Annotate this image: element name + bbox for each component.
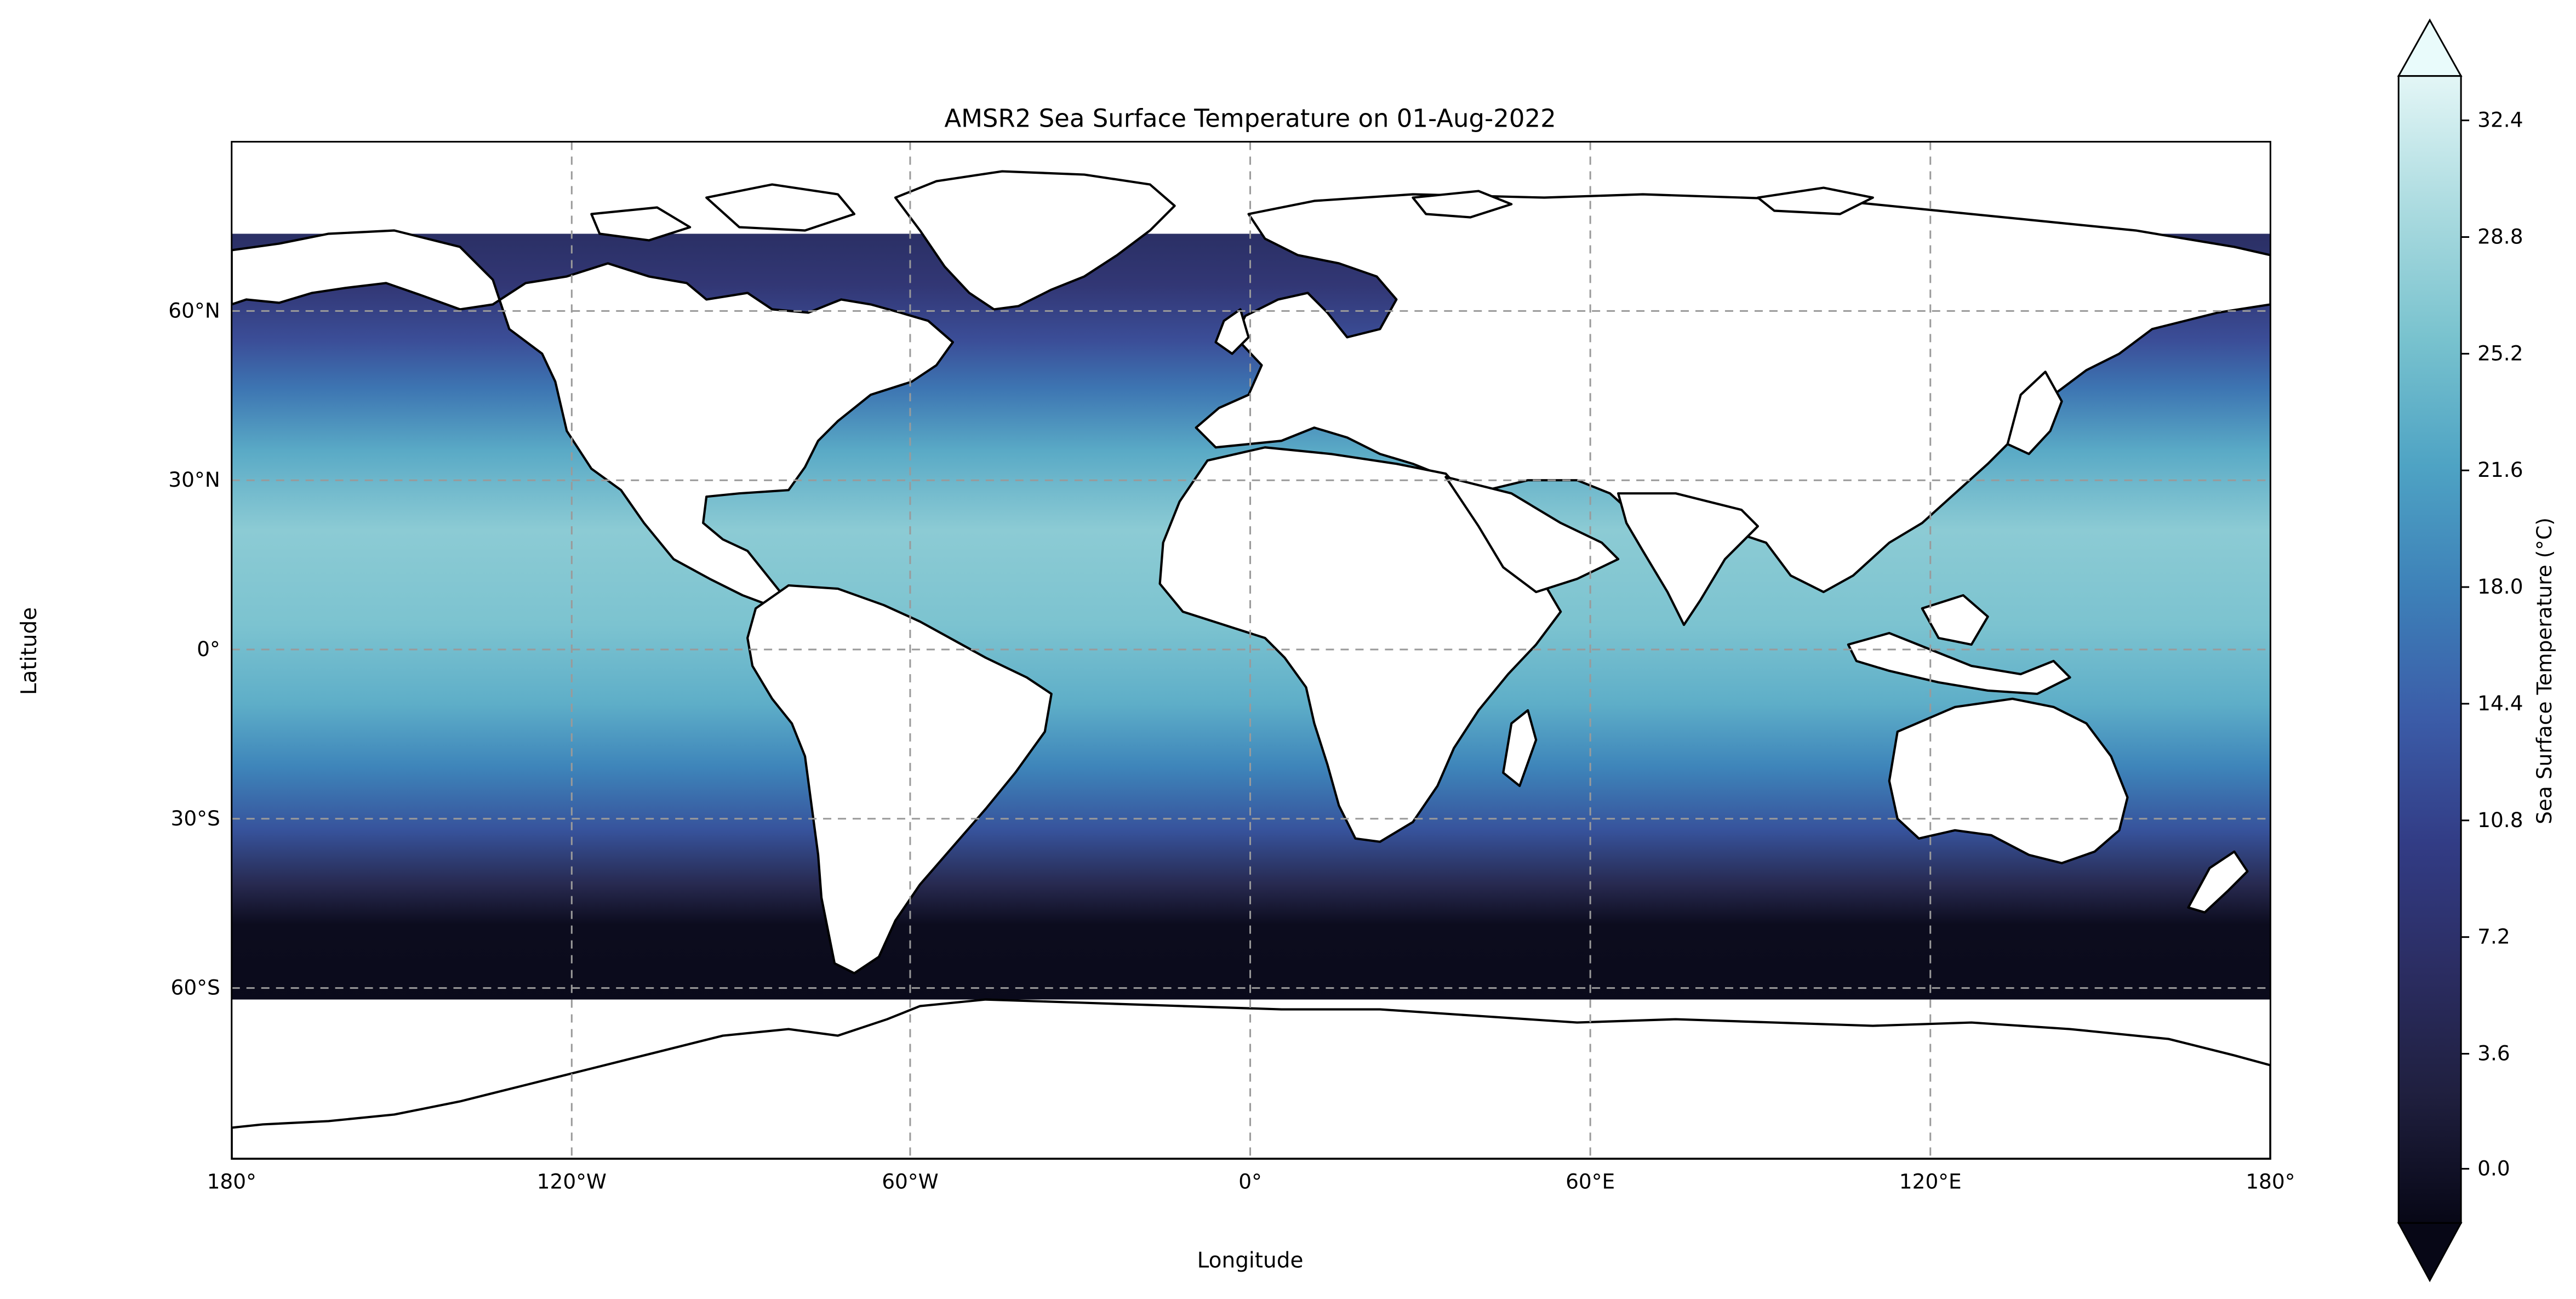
colorbar-tick-label: 14.4 (2477, 691, 2523, 715)
lon-tick-label: 120°W (537, 1169, 607, 1193)
x-axis-title: Longitude (1197, 1248, 1304, 1273)
colorbar-tick-label: 21.6 (2477, 458, 2523, 482)
lat-tick-label: 30°S (171, 806, 220, 830)
map-panel (231, 141, 2271, 1159)
colorbar-tick-label: 18.0 (2477, 574, 2523, 599)
map-title: AMSR2 Sea Surface Temperature on 01-Aug-… (944, 104, 1556, 133)
colorbar-tick-label: 28.8 (2477, 224, 2523, 248)
land-north-america (231, 229, 954, 607)
colorbar-extend-high (2397, 18, 2463, 77)
lat-tick-label: 60°S (171, 976, 220, 1000)
map-frame (231, 141, 2271, 1160)
colorbar-tick-label: 0.0 (2477, 1156, 2510, 1180)
land-south-america (746, 584, 1053, 975)
lon-tick-label: 60°W (882, 1169, 938, 1193)
lon-tick-label: 0° (1238, 1169, 1262, 1193)
colorbar-tick-label: 7.2 (2477, 925, 2510, 949)
lon-tick-label: 180° (207, 1169, 256, 1193)
land-australia (1888, 697, 2129, 864)
colorbar-extend-low (2397, 1222, 2463, 1283)
colorbar-scale (2397, 75, 2462, 1224)
colorbar-title: Sea Surface Temperature (°C) (2532, 517, 2556, 824)
lat-tick-label: 30°N (168, 468, 220, 492)
lat-axis: 60°N 30°N 0° 30°S 60°S (168, 298, 220, 999)
land-greenland (894, 170, 1176, 311)
lon-axis: 180° 120°W 60°W 0° 60°E 120°E 180° (207, 1169, 2295, 1193)
gridlines (231, 141, 2271, 1159)
lat-tick-label: 60°N (168, 298, 220, 322)
lon-tick-label: 180° (2246, 1169, 2295, 1193)
colorbar-tick-label: 32.4 (2477, 108, 2523, 132)
lon-tick-label: 60°E (1566, 1169, 1615, 1193)
colorbar-tick-label: 10.8 (2477, 808, 2523, 832)
y-axis-title: Latitude (17, 607, 42, 695)
colorbar: 0.0 3.6 7.2 10.8 14.4 18.0 21.6 25.2 28.… (2397, 18, 2556, 1283)
colorbar-tick-label: 3.6 (2477, 1041, 2510, 1066)
lat-tick-label: 0° (197, 637, 220, 661)
lon-tick-label: 120°E (1899, 1169, 1962, 1193)
colorbar-tick-label: 25.2 (2477, 341, 2523, 365)
